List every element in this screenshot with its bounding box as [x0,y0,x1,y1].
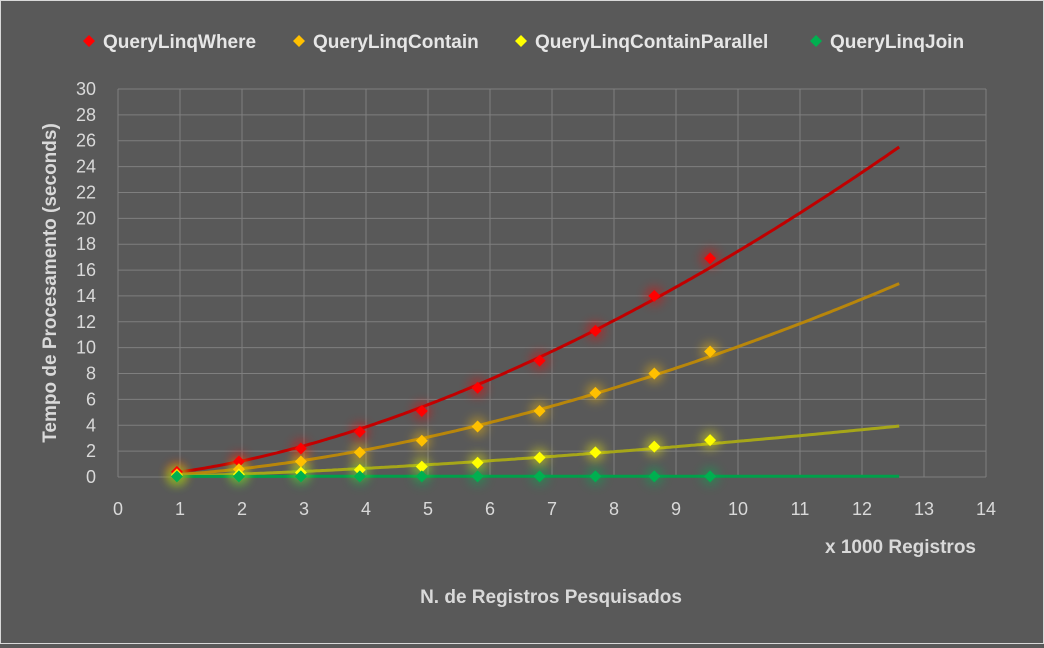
y-tick-label: 8 [86,364,96,384]
x-tick-label: 0 [113,499,123,519]
x-tick-label: 8 [609,499,619,519]
y-tick-label: 22 [76,182,96,202]
x-tick-label: 12 [852,499,872,519]
x-axis-title: N. de Registros Pesquisados [420,587,682,608]
legend-label: QueryLinqJoin [830,32,964,53]
y-tick-label: 6 [86,389,96,409]
trendline [177,284,899,475]
legend: QueryLinqWhere QueryLinqContain QueryLinqC… [83,32,964,53]
trendlines [177,147,899,476]
trendline [177,147,899,472]
y-tick-label: 0 [86,467,96,487]
grid [118,89,986,477]
y-axis-title: Tempo de Procesamento (seconds) [40,123,61,443]
x-tick-label: 10 [728,499,748,519]
y-tick-label: 4 [86,415,96,435]
x-tick-label: 1 [175,499,185,519]
legend-marker [810,35,822,47]
x-tick-label: 7 [547,499,557,519]
legend-label: QueryLinqWhere [103,32,256,53]
x-tick-label: 9 [671,499,681,519]
x-tick-label: 2 [237,499,247,519]
y-tick-label: 2 [86,441,96,461]
x-tick-label: 13 [914,499,934,519]
x-tick-label: 11 [791,499,810,519]
x-tick-label: 14 [976,499,996,519]
y-tick-label: 14 [76,286,96,306]
legend-label: QueryLinqContainParallel [535,32,768,53]
y-tick-label: 16 [76,260,96,280]
x-tick-label: 4 [361,499,371,519]
y-tick-label: 12 [76,312,96,332]
y-tick-label: 10 [76,338,96,358]
legend-marker [293,35,305,47]
y-tick-label: 28 [76,105,96,125]
legend-label: QueryLinqContain [313,32,479,53]
y-tick-label: 26 [76,131,96,151]
x-tick-label: 3 [299,499,309,519]
legend-marker [515,35,527,47]
y-tick-label: 18 [76,234,96,254]
x-tick-label: 5 [423,499,433,519]
y-tick-label: 24 [76,157,96,177]
legend-marker [83,35,95,47]
y-tick-label: 30 [76,79,96,99]
x-tick-label: 6 [485,499,495,519]
x-unit-label: x 1000 Registros [825,537,976,558]
y-tick-label: 20 [76,208,96,228]
